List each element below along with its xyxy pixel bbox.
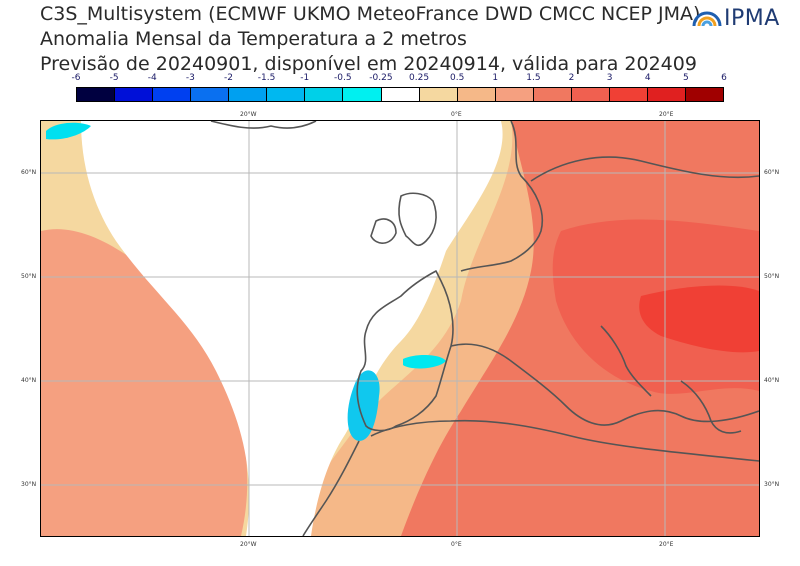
graticule [41, 121, 759, 536]
colorbar-segment [115, 88, 154, 101]
lat-label-right-50n: 50°N [764, 273, 780, 280]
lat-label-right-40n: 40°N [764, 377, 780, 384]
colorbar-segment [686, 88, 724, 101]
lat-label-left-50n: 50°N [21, 273, 37, 280]
lat-label-left-60n: 60°N [21, 169, 37, 176]
anomaly-field-atlantic [41, 176, 273, 536]
colorbar-tick-label: 0.25 [409, 73, 430, 83]
lon-label-bottom-20w: 20°W [240, 541, 257, 548]
colorbar-tick-label: -3 [185, 73, 195, 83]
colorbar [76, 87, 724, 102]
colorbar-tick-label: 1 [492, 73, 499, 83]
title-line-1: C3S_Multisystem (ECMWF UKMO MeteoFrance … [40, 3, 701, 25]
coastlines [210, 121, 759, 536]
colorbar-segment [419, 88, 458, 101]
colorbar-tick-label: -1.5 [257, 73, 276, 83]
colorbar-tick-label: -1 [300, 73, 310, 83]
colorbar-tick-label: -2 [223, 73, 233, 83]
lon-label-top-0e: 0°E [451, 111, 462, 118]
coast-baltic [530, 156, 759, 182]
map-svg [41, 121, 759, 536]
ipma-logo-text: IPMA [724, 6, 780, 31]
colorbar-segment [153, 88, 192, 101]
colorbar-tick-label: -0.5 [334, 73, 352, 83]
colorbar-tick-label: 3 [606, 73, 613, 83]
colorbar-segment [381, 88, 420, 101]
colorbar-tick-label: 5 [683, 73, 689, 83]
anomaly-map: 20°W 0°E 20°E [40, 120, 760, 537]
colorbar-tick-label: 4 [644, 73, 651, 83]
coast-scandinavia [460, 121, 544, 272]
coast-iberia-france [356, 270, 454, 432]
cold-anomaly-west-mediterranean [403, 355, 446, 369]
colorbar-segment [343, 88, 382, 101]
lon-label-bottom-0e: 0°E [451, 541, 462, 548]
coast-balkans [680, 380, 742, 434]
colorbar-tick-label: 6 [721, 73, 727, 83]
colorbar-segment [495, 88, 534, 101]
cold-anomaly-iberia-coast [347, 370, 380, 441]
coast-iceland [210, 121, 317, 129]
coast-ireland [370, 218, 397, 244]
colorbar-tick-label: 0.5 [450, 73, 465, 83]
colorbar-segment [571, 88, 610, 101]
ipma-logo: IPMA [690, 4, 790, 34]
anomaly-field-neutral [81, 121, 503, 536]
colorbar-tick-label: 2 [568, 73, 575, 83]
colorbar-segment [77, 88, 116, 101]
coast-great-britain [398, 192, 437, 246]
colorbar-tick-label: -5 [109, 73, 119, 83]
colorbar-segment [533, 88, 572, 101]
cold-anomaly-northwest [46, 122, 91, 140]
colorbar-segment [229, 88, 268, 101]
lat-label-right-60n: 60°N [764, 169, 780, 176]
lat-label-left-40n: 40°N [21, 377, 37, 384]
colorbar-segment [191, 88, 230, 101]
colorbar-segment [267, 88, 306, 101]
anomaly-field-core [639, 285, 759, 353]
colorbar-tick-label: -4 [147, 73, 157, 83]
coast-africa-west [302, 440, 360, 536]
colorbar-tick-label: 1.5 [526, 73, 541, 83]
lat-label-left-30n: 30°N [21, 481, 37, 488]
lon-label-top-20w: 20°W [240, 111, 257, 118]
colorbar-segment [305, 88, 344, 101]
lat-label-right-30n: 30°N [764, 481, 780, 488]
colorbar-segment [647, 88, 686, 101]
ipma-logo-icon [692, 11, 722, 27]
coast-africa-north [370, 419, 759, 462]
title-line-2: Anomalia Mensal da Temperatura a 2 metro… [40, 28, 467, 50]
colorbar-tick-label: -6 [71, 73, 81, 83]
coast-italy [600, 325, 652, 397]
coast-mediterranean-north [450, 343, 759, 426]
lon-label-bottom-20e: 20°E [659, 541, 674, 548]
colorbar-segment [609, 88, 648, 101]
lon-label-top-20e: 20°E [659, 111, 674, 118]
title-line-3: Previsão de 20240901, disponível em 2024… [40, 53, 697, 75]
colorbar-segment [457, 88, 496, 101]
colorbar-tick-label: -0.25 [369, 73, 393, 83]
